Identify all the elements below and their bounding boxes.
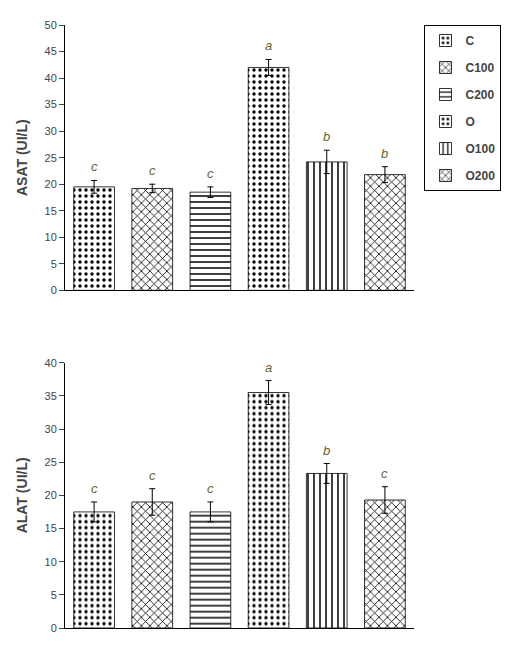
svg-text:25: 25: [45, 456, 57, 468]
svg-text:c: c: [381, 466, 388, 481]
svg-text:30: 30: [45, 125, 57, 137]
svg-text:a: a: [265, 360, 272, 375]
svg-text:b: b: [381, 146, 388, 161]
svg-text:0: 0: [51, 284, 57, 296]
svg-text:c: c: [149, 163, 156, 178]
svg-text:O: O: [465, 115, 474, 129]
svg-text:15: 15: [45, 522, 57, 534]
svg-text:C200: C200: [465, 88, 494, 102]
svg-text:c: c: [91, 481, 98, 496]
svg-text:b: b: [323, 443, 330, 458]
svg-text:a: a: [265, 38, 272, 53]
svg-text:20: 20: [45, 489, 57, 501]
svg-text:b: b: [323, 129, 330, 144]
svg-text:0: 0: [51, 622, 57, 634]
svg-text:O100: O100: [465, 142, 495, 156]
svg-text:30: 30: [45, 423, 57, 435]
svg-text:35: 35: [45, 390, 57, 402]
svg-text:10: 10: [45, 231, 57, 243]
svg-text:C100: C100: [465, 61, 494, 75]
svg-text:ALAT (UI/L): ALAT (UI/L): [14, 457, 30, 533]
svg-text:O200: O200: [465, 169, 495, 183]
svg-text:5: 5: [51, 258, 57, 270]
svg-text:c: c: [207, 166, 214, 181]
svg-text:5: 5: [51, 589, 57, 601]
svg-text:45: 45: [45, 45, 57, 57]
svg-text:40: 40: [45, 72, 57, 84]
svg-text:C: C: [465, 34, 474, 48]
svg-text:50: 50: [45, 19, 57, 31]
svg-text:10: 10: [45, 556, 57, 568]
svg-text:25: 25: [45, 152, 57, 164]
svg-text:ASAT (UI/L): ASAT (UI/L): [14, 119, 30, 196]
svg-text:c: c: [207, 481, 214, 496]
svg-text:35: 35: [45, 98, 57, 110]
svg-text:c: c: [91, 159, 98, 174]
svg-text:40: 40: [45, 357, 57, 369]
svg-text:c: c: [149, 468, 156, 483]
svg-text:15: 15: [45, 205, 57, 217]
svg-text:20: 20: [45, 178, 57, 190]
